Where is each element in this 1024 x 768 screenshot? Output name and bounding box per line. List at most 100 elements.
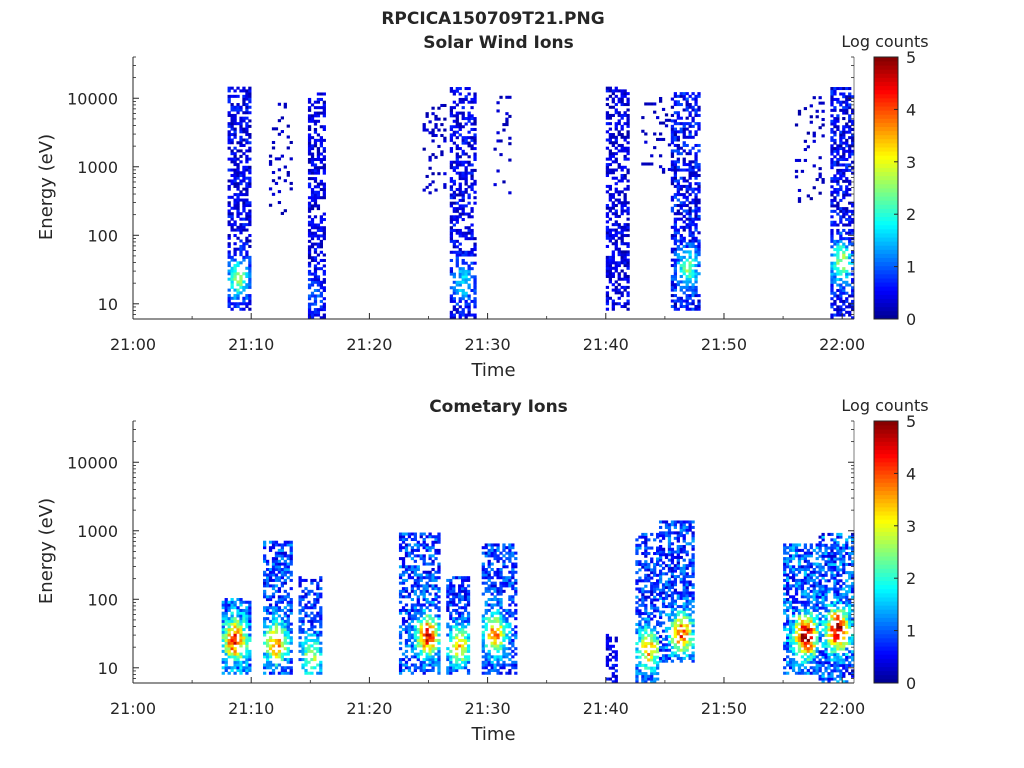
- heatmap-cell: [268, 663, 273, 667]
- heatmap-cell: [697, 302, 701, 306]
- heatmap-cell: [319, 220, 323, 224]
- heatmap-cell: [298, 644, 302, 648]
- heatmap-cell: [289, 557, 293, 561]
- heatmap-cell: [783, 568, 787, 572]
- heatmap-cell: [653, 669, 657, 673]
- heatmap-cell: [437, 144, 441, 148]
- heatmap-cell: [461, 177, 465, 181]
- heatmap-cell: [650, 628, 654, 632]
- heatmap-cell: [283, 647, 287, 651]
- heatmap-cell: [464, 275, 468, 279]
- heatmap-cell: [786, 641, 790, 645]
- heatmap-cell: [673, 250, 677, 254]
- heatmap-cell: [398, 546, 403, 550]
- heatmap-cell: [422, 559, 426, 563]
- heatmap-cell: [230, 119, 234, 123]
- heatmap-cell: [830, 231, 834, 235]
- heatmap-cell: [313, 666, 317, 670]
- heatmap-cell: [304, 671, 308, 675]
- heatmap-cell: [682, 280, 686, 284]
- heatmap-cell: [470, 100, 474, 104]
- heatmap-cell: [848, 201, 852, 205]
- heatmap-cell: [304, 630, 308, 634]
- heatmap-cell: [466, 611, 471, 615]
- heatmap-cell: [455, 166, 459, 170]
- heatmap-cell: [656, 573, 660, 577]
- heatmap-cell: [265, 625, 270, 629]
- colorbar-segment: [874, 61, 898, 66]
- heatmap-cell: [428, 600, 432, 604]
- heatmap-cell: [842, 308, 846, 312]
- heatmap-cell: [271, 614, 276, 618]
- heatmap-cell: [271, 611, 276, 615]
- heatmap-cell: [461, 581, 465, 585]
- heatmap-cell: [466, 668, 471, 673]
- heatmap-cell: [277, 119, 282, 123]
- heatmap-cell: [239, 277, 243, 281]
- heatmap-cell: [283, 611, 287, 615]
- heatmap-cell: [221, 614, 225, 618]
- heatmap-cell: [470, 127, 474, 131]
- heatmap-cell: [783, 658, 787, 662]
- heatmap-cell: [851, 228, 855, 232]
- heatmap-cell: [230, 182, 234, 186]
- heatmap-cell: [265, 576, 270, 580]
- heatmap-cell: [623, 258, 627, 262]
- heatmap-cell: [236, 660, 240, 664]
- heatmap-cell: [286, 562, 290, 566]
- heatmap-cell: [236, 157, 240, 161]
- heatmap-cell: [608, 122, 612, 126]
- heatmap-cell: [667, 656, 672, 660]
- heatmap-cell: [836, 288, 840, 293]
- heatmap-cell: [788, 649, 793, 653]
- heatmap-cell: [286, 135, 290, 139]
- heatmap-cell: [461, 138, 465, 142]
- heatmap-cell: [833, 308, 837, 312]
- heatmap-cell: [670, 572, 675, 576]
- heatmap-cell: [286, 641, 290, 645]
- heatmap-cell: [691, 585, 695, 589]
- heatmap-cell: [227, 606, 231, 610]
- heatmap-cell: [638, 535, 642, 539]
- heatmap-cell: [233, 671, 237, 675]
- heatmap-cell: [848, 253, 852, 257]
- heatmap-cell: [239, 611, 243, 615]
- heatmap-cell: [670, 277, 675, 281]
- heatmap-cell: [845, 256, 849, 260]
- heatmap-cell: [307, 253, 312, 257]
- heatmap-cell: [470, 237, 474, 241]
- heatmap-cell: [434, 603, 438, 607]
- heatmap-cell: [673, 626, 677, 630]
- heatmap-cell: [845, 111, 849, 115]
- heatmap-cell: [307, 141, 312, 145]
- heatmap-cell: [313, 157, 318, 162]
- heatmap-cell: [514, 671, 518, 675]
- heatmap-cell: [265, 608, 270, 612]
- heatmap-cell: [236, 122, 240, 126]
- heatmap-cell: [656, 636, 660, 640]
- heatmap-cell: [322, 149, 326, 153]
- heatmap-cell: [490, 584, 494, 588]
- heatmap-cell: [608, 86, 612, 90]
- heatmap-cell: [280, 644, 284, 648]
- heatmap-cell: [626, 103, 630, 107]
- heatmap-cell: [786, 622, 790, 626]
- heatmap-cell: [407, 551, 412, 555]
- heatmap-cell: [274, 562, 279, 566]
- heatmap-cell: [688, 640, 692, 644]
- heatmap-cell: [490, 614, 494, 618]
- heatmap-cell: [310, 316, 315, 320]
- heatmap-cell: [274, 181, 279, 185]
- heatmap-cell: [455, 130, 459, 134]
- heatmap-cell: [673, 525, 677, 529]
- heatmap-cell: [788, 548, 793, 552]
- heatmap-cell: [514, 636, 518, 640]
- heatmap-cell: [833, 147, 837, 151]
- heatmap-cell: [641, 644, 645, 648]
- heatmap-cell: [679, 92, 683, 96]
- heatmap-cell: [839, 231, 843, 235]
- heatmap-cell: [227, 187, 231, 191]
- heatmap-cell: [248, 217, 252, 221]
- heatmap-cell: [245, 127, 249, 131]
- heatmap-cell: [487, 671, 491, 675]
